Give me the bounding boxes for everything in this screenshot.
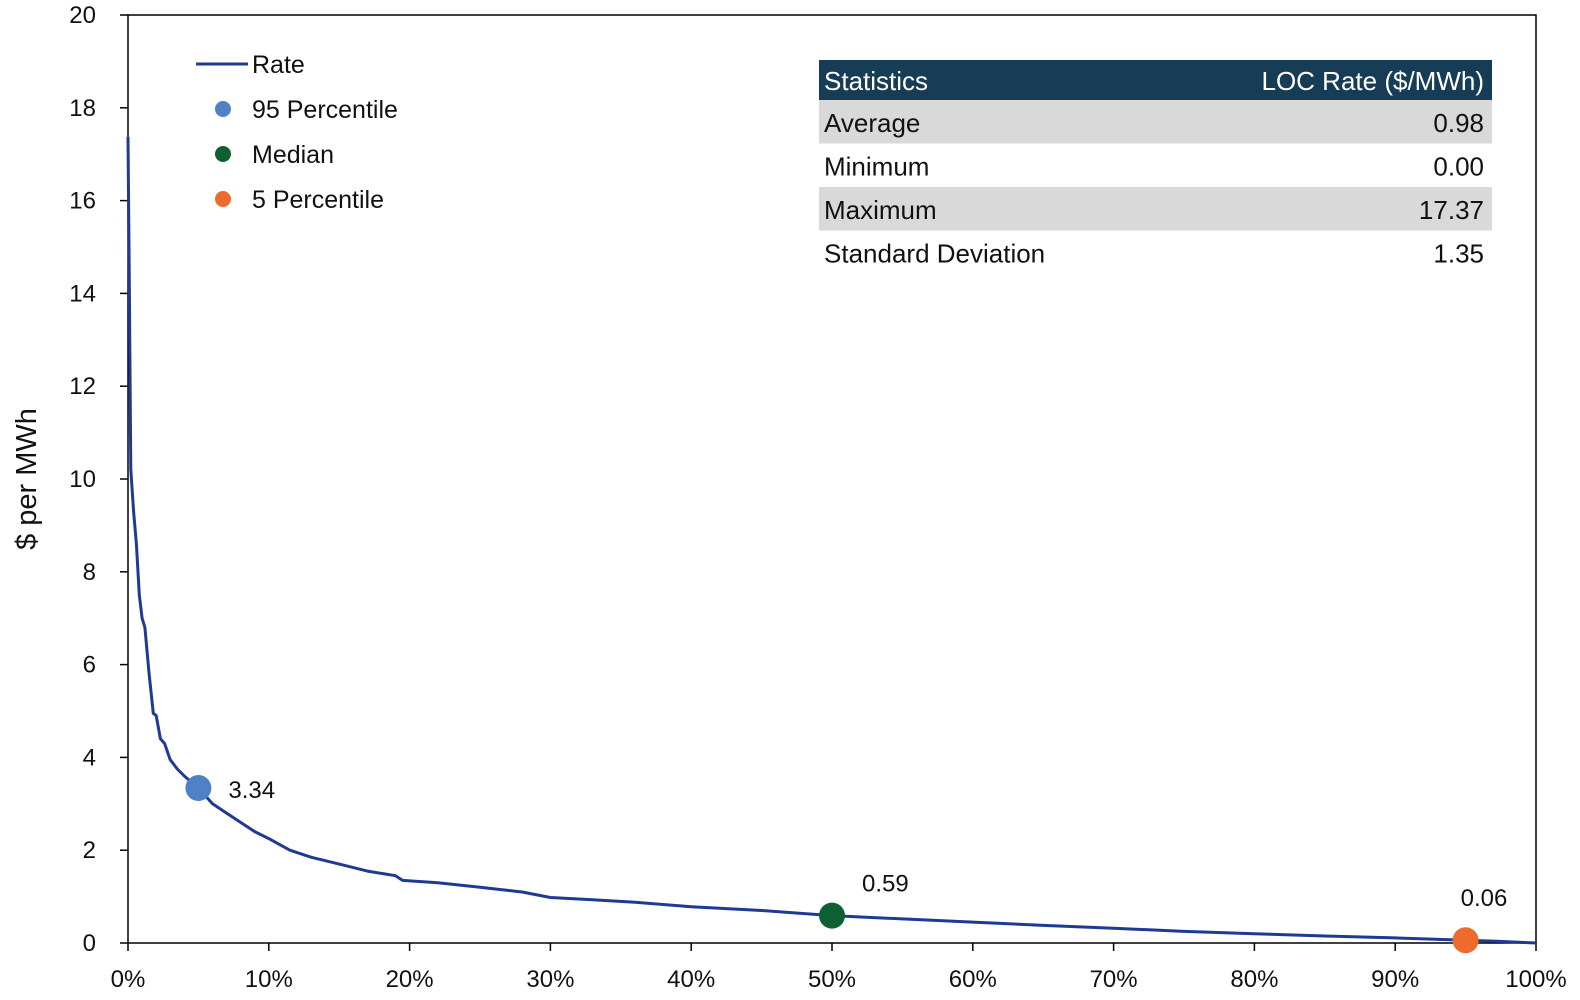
stats-table: Statistics LOC Rate ($/MWh) Average 0.98 Min… [819,60,1492,274]
y-tick-label: 2 [83,837,96,864]
x-tick-label: 20% [386,966,434,993]
stats-table-cell: Standard Deviation [824,239,1045,269]
x-tick-label: 80% [1230,966,1278,993]
markers-layer: 3.34 0.59 0.06 [185,775,1508,954]
stats-table-row [819,100,1492,144]
x-tick-label: 60% [949,966,997,993]
legend: Rate 95 Percentile Median 5 Percentile [196,51,398,214]
y-tick-label: 12 [69,373,96,400]
stats-table-row [819,143,1492,187]
marker-point [819,902,845,929]
x-tick-label: 0% [111,966,146,993]
stats-table-cell: 0.00 [1433,152,1484,182]
stats-table-cell: Average [824,108,920,138]
x-tick-label: 10% [245,966,293,993]
y-axis-ticks: 0 2 4 6 8 10 12 14 16 18 20 [69,2,128,957]
legend-swatch-dot [215,191,231,207]
y-tick-label: 4 [83,744,96,771]
marker-label: 0.06 [1461,885,1508,912]
legend-label: Rate [252,51,305,79]
series-layer [126,136,1537,945]
marker-label: 3.34 [228,777,275,804]
legend-swatch-dot [215,146,231,162]
marker-point [1452,927,1479,954]
stats-table-cell: Maximum [824,195,937,225]
stats-table-header [819,60,1492,100]
stats-table-row [819,230,1492,274]
stats-table-header-label: Statistics [824,66,928,96]
y-tick-label: 8 [83,559,96,586]
stats-table-cell: 0.98 [1433,108,1484,138]
x-tick-label: 70% [1090,966,1138,993]
x-axis-ticks: 0% 10% 20% 30% 40% 50% 60% 70% 80% 90% 100% [111,943,1567,993]
marker-point [185,775,212,802]
marker-label: 0.59 [862,871,909,898]
series-line-rate [126,136,1537,945]
y-tick-label: 18 [69,95,96,122]
y-tick-label: 20 [69,2,96,29]
x-tick-label: 100% [1505,966,1566,993]
stats-table-cell: 1.35 [1433,239,1484,269]
y-tick-label: 16 [69,188,96,215]
stats-table-row [819,187,1492,231]
y-axis-title: $ per MWh [11,408,43,550]
y-tick-label: 14 [69,280,96,307]
x-tick-label: 90% [1371,966,1419,993]
stats-table-cell: 17.37 [1419,195,1484,225]
x-tick-label: 40% [667,966,715,993]
stats-table-cell: Minimum [824,152,929,182]
x-tick-label: 30% [526,966,574,993]
y-tick-label: 10 [69,466,96,493]
stats-table-header-label: LOC Rate ($/MWh) [1262,66,1485,96]
y-tick-label: 0 [83,930,96,957]
legend-label: Median [252,141,334,169]
legend-swatch-dot [215,101,231,117]
x-tick-label: 50% [808,966,856,993]
legend-label: 5 Percentile [252,186,384,214]
y-tick-label: 6 [83,652,96,679]
legend-label: 95 Percentile [252,96,398,124]
